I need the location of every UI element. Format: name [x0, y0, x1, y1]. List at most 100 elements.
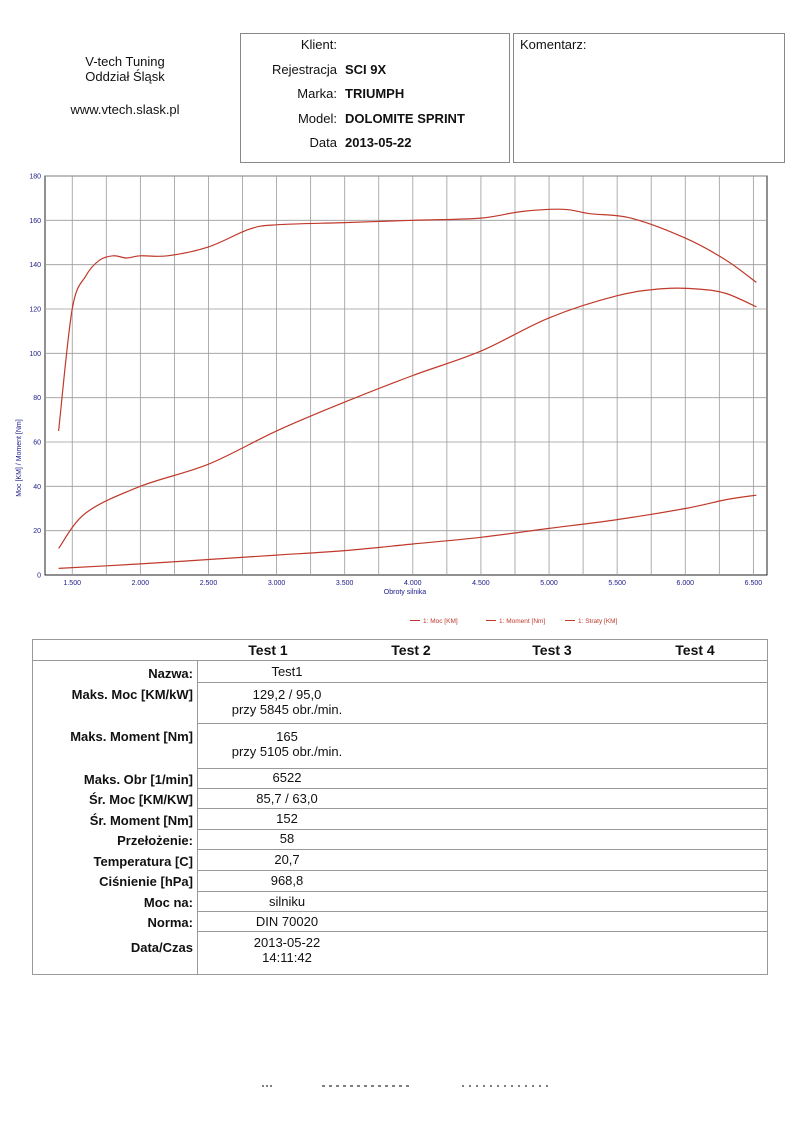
y-tick-label: 80	[33, 395, 41, 402]
model-row: Model: DOLOMITE SPRINT	[241, 111, 511, 129]
client-label: Klient:	[300, 37, 337, 52]
row-divider	[197, 911, 767, 912]
registration-value: SCI 9X	[345, 62, 387, 77]
scan-artifact	[262, 1085, 552, 1087]
dyno-chart: 1.500 2.000 2.500 3.000 3.500 4.000 4.500 5.000…	[0, 168, 800, 628]
row-divider	[197, 931, 767, 932]
row-label-max-rpm: Maks. Obr [1/min]	[83, 772, 193, 787]
model-value: DOLOMITE SPRINT	[345, 111, 465, 126]
y-tick-label: 40	[33, 484, 41, 491]
row-value-gear-ratio: 58	[279, 831, 295, 846]
make-label: Marka:	[297, 86, 337, 101]
row-divider	[197, 891, 767, 892]
row-value-max-torque-rpm: przy 5105 obr./min.	[231, 744, 343, 759]
row-label-pressure: Ciśnienie [hPa]	[99, 874, 193, 889]
model-label: Model:	[297, 111, 337, 126]
row-divider	[197, 870, 767, 871]
x-tick-label: 3.000	[268, 580, 286, 587]
row-label-temperature: Temperatura [C]	[93, 854, 193, 869]
y-tick-label: 120	[29, 307, 41, 314]
row-value-temperature: 20,7	[274, 852, 300, 867]
column-header-test4: Test 4	[675, 642, 715, 658]
losses-curve	[58, 494, 757, 569]
legend-entry: 1: Straty [KM]	[578, 618, 618, 625]
power-curve	[58, 287, 757, 549]
y-tick-label: 180	[29, 174, 41, 181]
row-value-max-rpm: 6522	[272, 770, 302, 785]
row-value-max-power: 129,2 / 95,0	[252, 687, 322, 702]
x-tick-label: 5.000	[540, 580, 558, 587]
row-label-avg-power: Śr. Moc [KM/KW]	[89, 792, 193, 807]
row-divider	[197, 788, 767, 789]
registration-row: Rejestracja SCI 9X	[241, 62, 511, 80]
chart-series	[58, 208, 757, 569]
row-label-avg-torque: Śr. Moment [Nm]	[89, 813, 193, 828]
y-tick-label: 160	[29, 218, 41, 225]
date-row: Data 2013-05-22	[241, 135, 511, 153]
make-row: Marka: TRIUMPH	[241, 86, 511, 104]
header-divider	[33, 660, 767, 661]
legend-entry: 1: Moment [Nm]	[499, 618, 545, 625]
date-value: 2013-05-22	[345, 135, 412, 150]
row-value-avg-torque: 152	[276, 811, 298, 826]
row-value-max-power-rpm: przy 5845 obr./min.	[231, 702, 343, 717]
x-tick-label: 2.000	[132, 580, 150, 587]
label-divider	[197, 660, 198, 974]
company-branch: Oddział Śląsk	[85, 69, 165, 84]
legend-entry: 1: Moc [KM]	[423, 618, 458, 625]
row-value-max-torque: 165	[276, 729, 298, 744]
client-row: Klient:	[241, 37, 511, 55]
client-info-box: Klient: Rejestracja SCI 9X Marka: TRIUMP…	[240, 33, 510, 163]
row-divider	[197, 723, 767, 724]
comment-label: Komentarz:	[520, 37, 587, 52]
company-name: V-tech Tuning	[85, 54, 165, 69]
dyno-chart-svg: 1.500 2.000 2.500 3.000 3.500 4.000 4.500 5.000…	[16, 174, 768, 625]
x-tick-label: 5.500	[608, 580, 626, 587]
date-label: Data	[309, 135, 337, 150]
registration-label: Rejestracja	[271, 62, 337, 77]
row-divider	[197, 808, 767, 809]
x-tick-label: 6.000	[676, 580, 694, 587]
x-tick-label: 4.500	[472, 580, 490, 587]
column-header-test1: Test 1	[248, 642, 288, 658]
x-axis-label: Obroty silnika	[384, 589, 427, 596]
results-table: Test 1 Test 2 Test 3 Test 4 Nazwa: Test1…	[32, 639, 768, 975]
y-tick-label: 60	[33, 440, 41, 447]
y-tick-label: 140	[29, 262, 41, 269]
column-header-test3: Test 3	[532, 642, 572, 658]
row-label-gear-ratio: Przełożenie:	[117, 833, 193, 848]
x-tick-label: 3.500	[336, 580, 354, 587]
x-tick-label: 1.500	[63, 580, 81, 587]
row-label-datetime: Data/Czas	[130, 940, 193, 955]
row-value-avg-power: 85,7 / 63,0	[256, 791, 318, 806]
y-axis-label: Moc [KM] / Moment [Nm]	[16, 419, 23, 496]
x-tick-label: 2.500	[200, 580, 218, 587]
torque-curve	[58, 208, 757, 431]
chart-legend: 1: Moc [KM] 1: Moment [Nm] 1: Straty [KM]	[410, 618, 618, 625]
x-tick-labels: 1.500 2.000 2.500 3.000 3.500 4.000 4.500 5.000…	[63, 580, 762, 587]
y-tick-label: 0	[37, 573, 41, 580]
chart-grid	[44, 175, 768, 576]
row-value-time: 14:11:42	[262, 950, 312, 965]
row-divider	[197, 682, 767, 683]
row-label-power-at: Moc na:	[143, 895, 193, 910]
row-value-name: Test1	[271, 664, 303, 679]
row-label-standard: Norma:	[147, 915, 193, 930]
row-label-max-torque: Maks. Moment [Nm]	[70, 729, 193, 744]
row-divider	[197, 829, 767, 830]
row-value-standard: DIN 70020	[255, 914, 319, 929]
y-tick-label: 100	[29, 351, 41, 358]
y-tick-label: 20	[33, 528, 41, 535]
row-label-name: Nazwa:	[148, 666, 193, 681]
row-divider	[197, 849, 767, 850]
row-value-date: 2013-05-22	[253, 935, 321, 950]
row-value-pressure: 968,8	[270, 873, 304, 888]
x-tick-label: 4.000	[404, 580, 422, 587]
row-label-max-power: Maks. Moc [KM/kW]	[71, 687, 193, 702]
column-header-test2: Test 2	[391, 642, 431, 658]
row-divider	[197, 768, 767, 769]
row-value-power-at: silniku	[268, 894, 306, 909]
company-url: www.vtech.slask.pl	[70, 102, 180, 117]
x-tick-label: 6.500	[745, 580, 763, 587]
make-value: TRIUMPH	[345, 86, 405, 101]
